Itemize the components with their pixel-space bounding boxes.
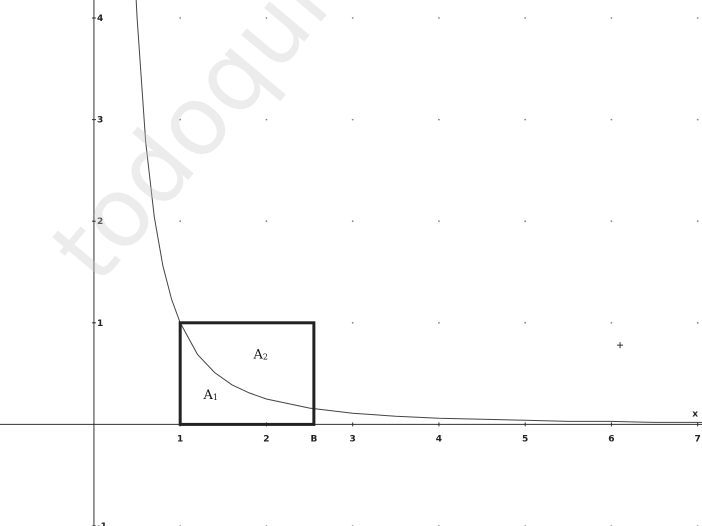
y-tick-label: 3 xyxy=(97,116,103,126)
grid-dot xyxy=(696,220,699,223)
grid-dot xyxy=(351,321,354,324)
x-tick-label: 3 xyxy=(350,434,356,444)
grid-dot xyxy=(351,118,354,121)
grid-dot xyxy=(438,17,440,19)
grid-dot xyxy=(351,220,354,223)
grid-dot xyxy=(524,118,527,121)
grid-dot xyxy=(179,220,182,223)
grid-dot xyxy=(524,321,527,324)
x-tick-label: 7 xyxy=(695,434,701,444)
grid-dot xyxy=(438,321,440,324)
grid-dot xyxy=(524,17,527,19)
grid-dot xyxy=(610,17,613,19)
grid-dot xyxy=(610,118,613,121)
grid-dot xyxy=(610,220,613,223)
x-tick-label: 6 xyxy=(608,434,614,444)
grid-dot xyxy=(610,321,613,324)
grid-dot xyxy=(696,17,699,19)
grid-dot xyxy=(351,17,354,19)
grid-dot xyxy=(179,118,182,121)
grid-dot xyxy=(696,321,699,324)
grid-dot xyxy=(179,17,182,19)
curve-series xyxy=(135,0,702,423)
x-tick-label: 2 xyxy=(263,434,269,444)
tick-labels: 1 2 3 4 5 6 7 -1 1 2 3 4 x B xyxy=(97,14,701,526)
region-label: A2 xyxy=(253,347,268,362)
x-tick-label: 1 xyxy=(177,434,183,444)
y-tick-label: 1 xyxy=(97,319,103,329)
grid-dot xyxy=(265,17,268,19)
rectangle-region xyxy=(178,321,316,426)
grid-dot xyxy=(438,220,440,223)
rectangle-x-label: B xyxy=(310,434,317,444)
y-tick-label: 4 xyxy=(97,14,103,24)
region-labels: A1 A2 xyxy=(202,347,268,403)
grid-dot xyxy=(696,118,699,121)
region-label: A1 xyxy=(202,388,217,403)
grid-dot xyxy=(265,118,268,121)
y-tick-label: -1 xyxy=(97,522,107,526)
x-axis-label: x xyxy=(692,409,698,419)
grid-dot xyxy=(265,220,268,223)
marked-point xyxy=(617,342,624,349)
grid-dots xyxy=(93,17,699,526)
x-tick-label: 4 xyxy=(436,434,442,444)
grid-dot xyxy=(524,220,527,223)
y-tick-label: 2 xyxy=(97,217,103,227)
grid-dot xyxy=(438,118,440,121)
x-tick-label: 5 xyxy=(522,434,528,444)
